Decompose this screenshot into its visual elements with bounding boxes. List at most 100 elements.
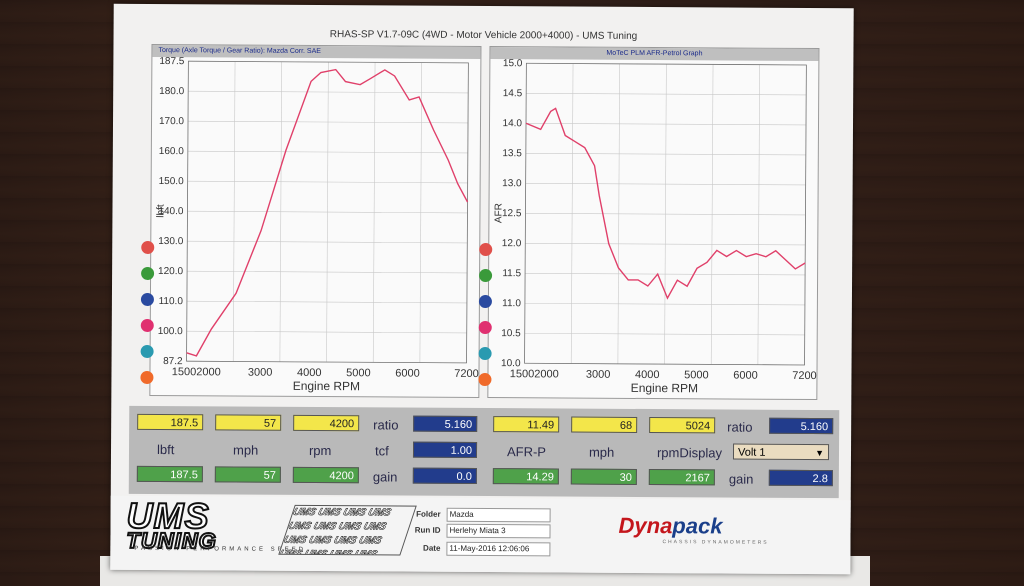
x-tick-label: 5000 xyxy=(684,369,709,381)
rpm-value-bottom-right: 2167 xyxy=(648,469,715,486)
sheet-title: RHAS-SP V1.7-09C (4WD - Motor Vehicle 20… xyxy=(329,29,638,42)
mph-value-top: 57 xyxy=(215,414,282,431)
folder-value: Mazda xyxy=(446,507,551,523)
legend-dot[interactable] xyxy=(479,242,493,257)
legend-dot[interactable] xyxy=(479,268,493,283)
afr-value-top: 11.49 xyxy=(493,416,560,433)
x-tick-label: 5000 xyxy=(346,367,371,379)
y-tick-label: 13.5 xyxy=(502,148,522,159)
gain-label-left: gain xyxy=(372,469,398,485)
x-tick-label: 6000 xyxy=(395,367,420,379)
grid-line xyxy=(419,62,423,363)
y-tick-label: 150.0 xyxy=(159,176,185,187)
gain-value-left: 0.0 xyxy=(412,467,477,484)
ratio-value-right: 5.160 xyxy=(769,417,834,435)
legend-dot[interactable] xyxy=(478,346,492,361)
legend-dot[interactable] xyxy=(140,370,154,384)
torque-value-bottom: 187.5 xyxy=(136,465,203,483)
y-tick-label: 15.0 xyxy=(503,58,523,69)
rpm-value-bottom: 4200 xyxy=(292,466,359,484)
grid-line xyxy=(710,64,714,365)
x-axis-label: Engine RPM xyxy=(293,379,360,393)
y-tick-label: 14.0 xyxy=(503,118,523,129)
dynapack-logo-dyna: Dyna xyxy=(618,512,673,539)
mph-label-left: mph xyxy=(232,442,259,458)
dynapack-tagline: CHASSIS DYNAMOMETERS xyxy=(662,539,769,546)
legend-dot[interactable] xyxy=(478,294,492,309)
x-tick-label: 3000 xyxy=(586,369,611,381)
runid-label: Run ID xyxy=(414,525,441,535)
y-axis-label: lbft xyxy=(155,204,166,218)
torque-chart: 187.5 180.0 170.0 160.0 150.0 140.0 130.0 120.0… xyxy=(155,56,479,393)
data-series-line xyxy=(186,68,469,357)
gain-label-right: gain xyxy=(728,471,754,487)
legend-dot[interactable] xyxy=(140,292,154,306)
x-tick-label: 4000 xyxy=(635,369,660,381)
mph-value-bottom-right: 30 xyxy=(570,468,637,485)
mph-value-bottom: 57 xyxy=(214,466,281,483)
grid-line xyxy=(617,63,621,364)
ratio-label-left: ratio xyxy=(373,417,399,433)
gain-value-right: 2.8 xyxy=(768,469,833,487)
y-tick-label: 170.0 xyxy=(159,116,185,127)
y-tick-label: 12.0 xyxy=(502,238,522,249)
legend-dot[interactable] xyxy=(478,320,492,335)
readout-panel: 187.5 57 4200 ratio 5.160 lbft mph rpm t… xyxy=(128,405,840,499)
afr-value-bottom: 14.29 xyxy=(492,468,559,485)
mph-label-right: mph xyxy=(588,444,615,460)
x-tick-label: 7200 xyxy=(454,368,479,380)
date-value: 11-May-2016 12:06:06 xyxy=(446,541,551,557)
y-tick-label: 10.5 xyxy=(501,328,521,339)
x-tick-label: 6000 xyxy=(733,370,758,382)
y-tick-label: 130.0 xyxy=(158,236,184,247)
ums-tuning-logo: UMS TUNING xyxy=(125,494,286,555)
legend-dot[interactable] xyxy=(140,344,154,358)
mph-value-top-right: 68 xyxy=(571,416,638,433)
runid-value: Herlehy Miata 3 xyxy=(446,523,551,539)
y-tick-label: 10.0 xyxy=(501,358,521,369)
torque-chart-panel: Torque (Axle Torque / Gear Ratio): Mazda… xyxy=(140,43,482,398)
grid-line xyxy=(279,61,283,362)
legend-dot[interactable] xyxy=(141,266,155,280)
grid-line xyxy=(232,61,236,362)
y-tick-label: 13.0 xyxy=(502,178,522,189)
plot-frame xyxy=(186,60,469,364)
legend-dot[interactable] xyxy=(140,318,154,332)
rpm-value-top: 4200 xyxy=(293,414,360,432)
ratio-value-left: 5.160 xyxy=(413,415,478,432)
sheet-footer: UMS TUNING PASSION PERFORMANCE SPEED UMS… xyxy=(110,494,851,575)
x-tick-label: 7200 xyxy=(792,370,817,382)
legend-dot[interactable] xyxy=(478,372,492,387)
lbft-label: lbft xyxy=(156,442,175,458)
y-tick-label: 11.5 xyxy=(502,268,521,279)
x-axis-label: Engine RPM xyxy=(631,381,698,395)
grid-line xyxy=(570,63,574,364)
dynapack-logo: Dynapack xyxy=(618,513,722,540)
grid-line xyxy=(757,64,761,365)
rpm-display-label: rpmDisplay xyxy=(656,445,723,461)
y-tick-label: 160.0 xyxy=(159,146,185,157)
y-tick-label: 110.0 xyxy=(159,296,184,307)
grid-line xyxy=(372,62,376,363)
channel-dropdown[interactable]: Volt 1 ▼ xyxy=(732,443,830,461)
afr-chart: 15.0 14.5 14.0 13.5 13.0 12.5 12.0 11.5 11.0 10.5… xyxy=(493,58,817,395)
rpm-label: rpm xyxy=(308,442,332,459)
grid-line xyxy=(326,62,329,363)
x-tick-label: 3000 xyxy=(248,367,273,379)
tcf-value: 1.00 xyxy=(412,441,478,458)
channel-dropdown-value: Volt 1 xyxy=(737,446,766,459)
date-label: Date xyxy=(423,543,441,553)
ums-pattern-logo: UMS UMS UMS UMS UMS UMS UMS UMS UMS UMS … xyxy=(278,504,417,556)
y-tick-label: 180.0 xyxy=(159,86,185,97)
legend-dot[interactable] xyxy=(141,240,155,254)
afr-chart-panel: MoTeC PLM AFR-Petrol Graph 15.0 14.5 14.0 1… xyxy=(478,46,820,401)
torque-value-top: 187.5 xyxy=(137,413,204,431)
data-series-line xyxy=(525,107,806,300)
ratio-label-right: ratio xyxy=(727,419,753,435)
y-tick-label: 14.5 xyxy=(503,88,523,99)
chevron-down-icon: ▼ xyxy=(815,448,825,459)
x-tick-label: 4000 xyxy=(297,367,322,379)
y-tick-label: 100.0 xyxy=(158,326,184,337)
x-tick-label: 15002000 xyxy=(510,368,559,380)
grid-line xyxy=(664,64,667,365)
